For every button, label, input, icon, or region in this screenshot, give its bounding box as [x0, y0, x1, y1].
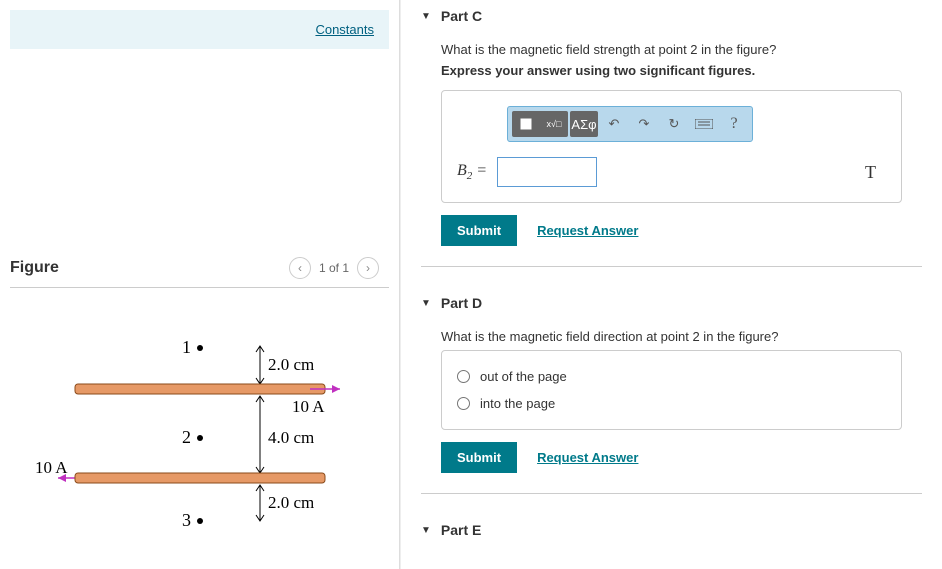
- caret-down-icon: ▼: [421, 525, 431, 536]
- part-d-request-answer-link[interactable]: Request Answer: [537, 450, 638, 465]
- part-d-body: What is the magnetic field direction at …: [421, 319, 922, 483]
- wire-bottom: [75, 473, 325, 483]
- figure-diagram: 1 2.0 cm 10 A 2 4.0 cm: [30, 328, 350, 528]
- radio-into-label: into the page: [480, 396, 555, 411]
- part-c-header[interactable]: ▼ Part C: [421, 0, 922, 32]
- part-c-body: What is the magnetic field strength at p…: [421, 32, 922, 256]
- part-e: ▼ Part E: [421, 514, 922, 556]
- radio-option-into[interactable]: into the page: [457, 390, 886, 417]
- radio-option-out[interactable]: out of the page: [457, 363, 886, 390]
- part-e-title: Part E: [441, 522, 481, 538]
- radio-out-input[interactable]: [457, 370, 470, 383]
- toolbar-reset-icon[interactable]: ↻: [660, 111, 688, 137]
- left-panel: Constants Figure ‹ 1 of 1 › 1 2.0 cm: [0, 0, 400, 569]
- constants-bar: Constants: [10, 10, 389, 49]
- point2-dot: [197, 435, 203, 441]
- toolbar-fraction-icon[interactable]: x√□: [540, 111, 568, 137]
- part-c-instruction: Express your answer using two significan…: [441, 63, 902, 78]
- wire-top-current-arrow: [332, 385, 340, 393]
- point3-dot: [197, 518, 203, 524]
- equation-toolbar: x√□ ΑΣφ ↶ ↷ ↻ ?: [507, 106, 753, 142]
- variable-label: B2 =: [457, 162, 487, 182]
- toolbar-rect-icon[interactable]: [512, 111, 540, 137]
- part-c-submit-row: Submit Request Answer: [441, 215, 902, 246]
- answer-input[interactable]: [497, 157, 597, 187]
- part-d: ▼ Part D What is the magnetic field dire…: [421, 287, 922, 494]
- toolbar-undo-icon[interactable]: ↶: [600, 111, 628, 137]
- toolbar-redo-icon[interactable]: ↷: [630, 111, 658, 137]
- toolbar-greek-button[interactable]: ΑΣφ: [570, 111, 598, 137]
- dist-top-label: 2.0 cm: [268, 355, 314, 374]
- constants-link[interactable]: Constants: [315, 22, 374, 37]
- part-c-prompt: What is the magnetic field strength at p…: [441, 42, 902, 57]
- part-c-request-answer-link[interactable]: Request Answer: [537, 223, 638, 238]
- figure-title: Figure: [10, 259, 59, 277]
- part-d-title: Part D: [441, 295, 482, 311]
- part-c: ▼ Part C What is the magnetic field stre…: [421, 0, 922, 267]
- dist-bot-label: 2.0 cm: [268, 493, 314, 512]
- point1-dot: [197, 345, 203, 351]
- part-c-title: Part C: [441, 8, 482, 24]
- radio-into-input[interactable]: [457, 397, 470, 410]
- part-d-prompt: What is the magnetic field direction at …: [441, 329, 902, 344]
- figure-header: Figure ‹ 1 of 1 ›: [10, 249, 389, 288]
- figure-prev-button[interactable]: ‹: [289, 257, 311, 279]
- unit-label: T: [865, 162, 886, 183]
- right-panel: ▼ Part C What is the magnetic field stre…: [400, 0, 942, 569]
- part-c-submit-button[interactable]: Submit: [441, 215, 517, 246]
- part-d-submit-button[interactable]: Submit: [441, 442, 517, 473]
- figure-nav: ‹ 1 of 1 ›: [289, 257, 379, 279]
- part-d-header[interactable]: ▼ Part D: [421, 287, 922, 319]
- wire-top: [75, 384, 325, 394]
- current-top-label: 10 A: [292, 397, 325, 416]
- toolbar-help-button[interactable]: ?: [720, 111, 748, 137]
- current-bot-label: 10 A: [35, 458, 68, 477]
- part-e-header[interactable]: ▼ Part E: [421, 514, 922, 546]
- figure-area: 1 2.0 cm 10 A 2 4.0 cm: [10, 288, 399, 551]
- toolbar-template-group: x√□: [512, 111, 568, 137]
- caret-down-icon: ▼: [421, 11, 431, 22]
- dist-mid-label: 4.0 cm: [268, 428, 314, 447]
- radio-out-label: out of the page: [480, 369, 567, 384]
- figure-next-button[interactable]: ›: [357, 257, 379, 279]
- point3-label: 3: [182, 510, 191, 528]
- figure-nav-text: 1 of 1: [319, 261, 349, 275]
- equation-row: B2 = T: [457, 157, 886, 187]
- point2-label: 2: [182, 427, 191, 447]
- answer-frame: x√□ ΑΣφ ↶ ↷ ↻ ? B2 = T: [441, 90, 902, 203]
- caret-down-icon: ▼: [421, 298, 431, 309]
- point1-label: 1: [182, 337, 191, 357]
- part-d-submit-row: Submit Request Answer: [441, 442, 902, 473]
- radio-group: out of the page into the page: [441, 350, 902, 430]
- toolbar-keyboard-icon[interactable]: [690, 111, 718, 137]
